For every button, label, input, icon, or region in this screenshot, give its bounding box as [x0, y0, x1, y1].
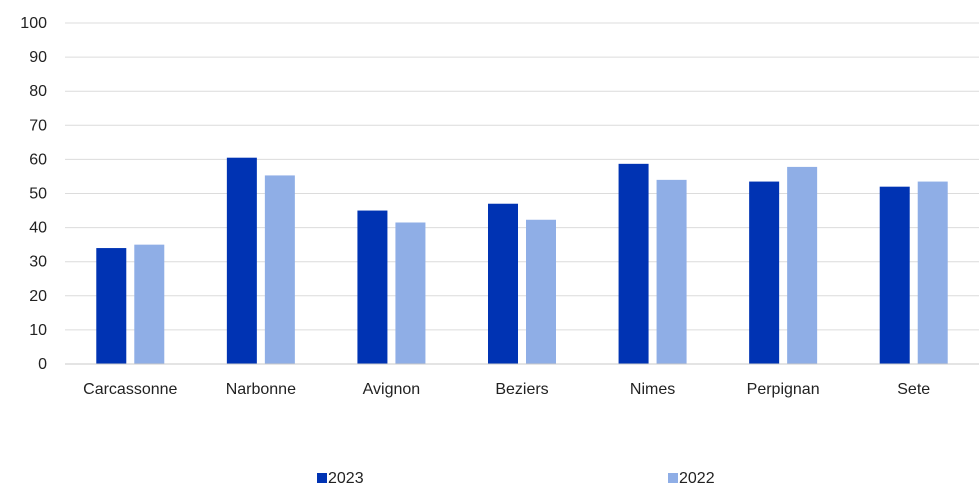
- y-tick-label: 10: [29, 322, 47, 339]
- legend: 2023 2022: [317, 470, 715, 487]
- bar-2022-nimes: [656, 179, 687, 364]
- bars: [96, 157, 948, 364]
- bar-2023-beziers: [488, 203, 518, 364]
- y-tick-label: 90: [29, 49, 47, 66]
- y-tick-label: 80: [29, 83, 47, 100]
- x-tick-label: Perpignan: [747, 381, 820, 398]
- y-tick-label: 70: [29, 117, 47, 134]
- bar-2023-carcassonne: [96, 248, 127, 364]
- y-tick-label: 50: [29, 186, 47, 203]
- bar-2022-carcassonne: [134, 244, 165, 364]
- gridlines: [65, 22, 979, 331]
- x-tick-label: Nimes: [630, 381, 675, 398]
- bar-2022-sete: [917, 181, 948, 364]
- bar-2022-beziers: [526, 219, 556, 364]
- x-tick-label: Beziers: [495, 381, 548, 398]
- bar-2022-avignon: [395, 222, 426, 364]
- bar-2023-sete: [879, 186, 910, 364]
- bar-2022-narbonne: [264, 175, 295, 364]
- bar-2022-perpignan: [787, 166, 818, 364]
- y-tick-label: 40: [29, 220, 47, 237]
- legend-swatch: [317, 473, 327, 483]
- y-tick-label: 60: [29, 151, 47, 168]
- y-tick-label: 100: [20, 15, 47, 32]
- x-tick-label: Avignon: [363, 381, 421, 398]
- x-tick-label: Sete: [897, 381, 930, 398]
- legend-label: 2023: [328, 470, 364, 487]
- x-tick-label: Narbonne: [226, 381, 296, 398]
- y-tick-label: 20: [29, 288, 47, 305]
- legend-label: 2022: [679, 470, 715, 487]
- bar-2023-narbonne: [226, 157, 257, 364]
- y-tick-label: 30: [29, 254, 47, 271]
- bar-2023-perpignan: [749, 181, 780, 364]
- bar-2023-avignon: [357, 210, 388, 364]
- y-tick-label: 0: [38, 356, 47, 373]
- category-labels: Carcassonne Narbonne Avignon Beziers Nimes Pe…: [83, 381, 930, 398]
- y-axis-ticks: 0 10 20 30 40 50 60 70 80 90 100: [20, 15, 47, 373]
- legend-swatch: [668, 473, 678, 483]
- bar-2023-nimes: [618, 163, 649, 364]
- x-tick-label: Carcassonne: [83, 381, 177, 398]
